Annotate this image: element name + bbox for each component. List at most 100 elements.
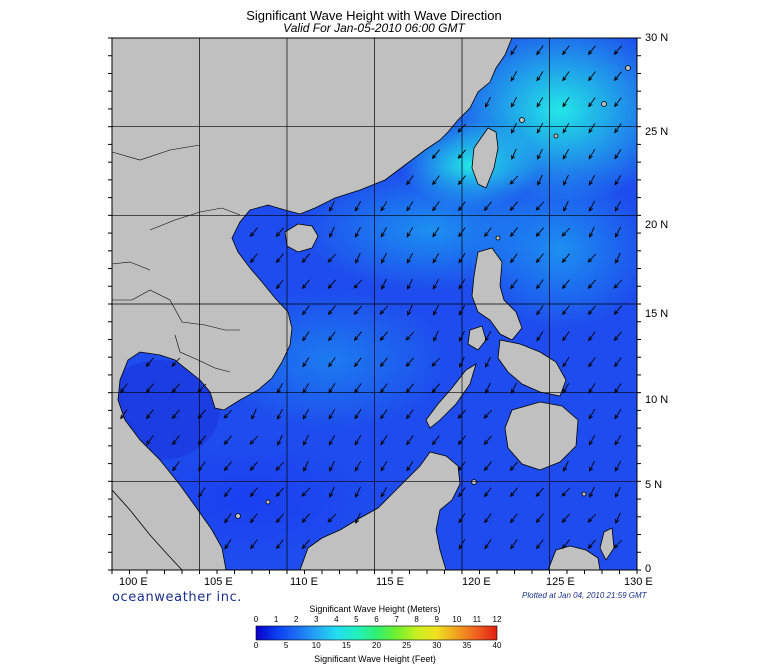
wave-direction-arrow bbox=[407, 278, 413, 290]
wave-direction-arrow bbox=[276, 539, 284, 550]
wave-direction-arrow bbox=[353, 305, 362, 315]
colorbar-meters-tick: 9 bbox=[434, 615, 439, 624]
wave-direction-arrow bbox=[302, 331, 310, 342]
colorbar-feet-tick: 15 bbox=[341, 641, 351, 650]
land-visayas bbox=[497, 339, 567, 397]
wave-direction-arrow bbox=[433, 330, 439, 342]
wave-direction-arrow bbox=[561, 487, 571, 497]
wave-direction-arrow bbox=[510, 96, 518, 108]
wave-direction-arrow bbox=[301, 513, 310, 523]
wave-direction-arrow bbox=[406, 461, 414, 472]
wave-direction-arrow bbox=[328, 331, 336, 342]
wave-direction-arrow bbox=[615, 486, 621, 498]
plotted-timestamp: Plotted at Jan 04, 2010 21:59 GMT bbox=[522, 591, 647, 600]
land-taiwan bbox=[471, 127, 499, 189]
wave-direction-arrow bbox=[615, 226, 621, 238]
wave-direction-arrow bbox=[301, 253, 310, 263]
wave-direction-arrow bbox=[614, 200, 622, 212]
wave-direction-arrow bbox=[146, 435, 154, 446]
colorbar-meters-tick: 8 bbox=[414, 615, 419, 624]
wave-direction-arrow bbox=[172, 461, 180, 472]
wave-direction-arrow bbox=[484, 513, 492, 524]
land-island bbox=[581, 491, 587, 497]
wave-direction-arrow bbox=[511, 148, 517, 160]
wave-direction-arrow bbox=[302, 408, 310, 420]
colorbar-meters-tick: 5 bbox=[354, 615, 359, 624]
wave-direction-arrow bbox=[353, 279, 363, 289]
lon-label-100: 100 E bbox=[119, 576, 148, 588]
colorbar-meters-tick: 1 bbox=[273, 615, 279, 624]
wave-direction-arrow bbox=[588, 149, 596, 160]
wave-direction-arrow bbox=[510, 45, 518, 56]
wave-direction-arrow bbox=[431, 383, 440, 393]
colorbar-feet-tick: 35 bbox=[462, 641, 472, 650]
wave-direction-arrow bbox=[588, 97, 596, 108]
wave-direction-arrow bbox=[588, 331, 596, 342]
land-mindoro bbox=[467, 325, 487, 351]
wave-direction-arrow bbox=[275, 461, 285, 471]
land-mindanao bbox=[504, 401, 579, 471]
wave-direction-arrow bbox=[405, 357, 414, 367]
wave-direction-arrow bbox=[536, 331, 544, 342]
colorbar-feet-tick: 0 bbox=[253, 641, 259, 650]
wave-direction-arrow bbox=[536, 45, 544, 56]
wave-direction-arrow bbox=[587, 253, 597, 263]
wave-direction-arrow bbox=[589, 486, 595, 498]
lon-label-120: 120 E bbox=[462, 576, 491, 588]
wave-direction-arrow bbox=[380, 486, 388, 498]
wave-direction-arrow bbox=[171, 357, 181, 367]
colorbar-meters-tick: 11 bbox=[472, 615, 482, 624]
lon-label-105: 105 E bbox=[204, 576, 233, 588]
wave-direction-arrow bbox=[327, 253, 337, 263]
wave-direction-arrow bbox=[613, 71, 622, 82]
lat-label-20: 20 N bbox=[645, 219, 669, 231]
wave-direction-arrow bbox=[588, 174, 596, 186]
land-island bbox=[601, 101, 607, 107]
wave-direction-arrow bbox=[535, 513, 544, 524]
wave-direction-arrow bbox=[355, 252, 361, 264]
wave-direction-arrow bbox=[251, 408, 257, 420]
colorbar-meters-tick: 0 bbox=[253, 615, 259, 624]
wave-direction-arrow bbox=[432, 175, 440, 186]
wave-direction-arrow bbox=[536, 539, 544, 550]
land-sumatra bbox=[112, 489, 183, 570]
wave-direction-arrow bbox=[562, 305, 570, 316]
wave-direction-arrow bbox=[432, 253, 440, 264]
land-sulawesi bbox=[547, 545, 601, 570]
wave-direction-arrow bbox=[355, 512, 361, 524]
land-island bbox=[235, 513, 241, 519]
wave-direction-arrow bbox=[250, 539, 258, 550]
wave-direction-arrow bbox=[277, 408, 283, 420]
colorbar-feet-tick: 30 bbox=[432, 641, 442, 650]
wave-direction-arrow bbox=[432, 227, 440, 238]
lon-label-110: 110 E bbox=[290, 576, 318, 588]
wave-direction-arrow bbox=[432, 201, 440, 212]
wave-direction-arrow bbox=[511, 122, 517, 134]
wave-direction-arrow bbox=[171, 383, 180, 393]
wave-direction-arrow bbox=[275, 513, 284, 524]
wave-direction-arrow bbox=[509, 175, 519, 185]
land-luzon bbox=[471, 247, 523, 341]
country-borders bbox=[112, 144, 241, 373]
wave-direction-arrow bbox=[379, 305, 389, 315]
wave-direction-arrow bbox=[301, 279, 310, 290]
wave-direction-arrow bbox=[301, 539, 310, 550]
colorbar-feet-tick: 20 bbox=[372, 641, 381, 650]
wave-direction-arrow bbox=[432, 278, 440, 290]
wave-direction-arrow bbox=[354, 435, 362, 446]
wave-direction-arrow bbox=[589, 200, 595, 212]
land-halmahera bbox=[599, 527, 615, 561]
colorbar-feet-title: Significant Wave Height (Feet) bbox=[314, 654, 436, 664]
lon-label-125: 125 E bbox=[546, 576, 575, 588]
lat-label-5: 5 N bbox=[645, 479, 663, 491]
wave-direction-arrow bbox=[405, 383, 414, 394]
wave-direction-arrow bbox=[224, 539, 232, 550]
wave-direction-arrow bbox=[484, 330, 492, 342]
wave-direction-arrow bbox=[431, 149, 440, 160]
wave-direction-arrow bbox=[587, 279, 596, 289]
wave-direction-arrow bbox=[379, 357, 388, 368]
chart-title: Significant Wave Height with Wave Direct… bbox=[246, 8, 502, 23]
wave-direction-arrow bbox=[509, 227, 518, 238]
wave-direction-arrow bbox=[353, 331, 362, 342]
wave-direction-arrow bbox=[509, 461, 518, 471]
